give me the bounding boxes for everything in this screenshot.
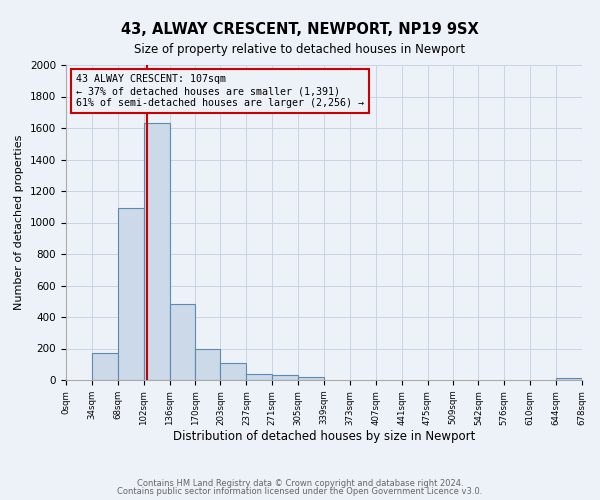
Bar [170,304,196,380]
Text: Size of property relative to detached houses in Newport: Size of property relative to detached ho… [134,42,466,56]
Bar [196,348,220,380]
Bar [556,378,582,380]
Bar [272,376,298,380]
Bar [220,364,247,380]
Bar [118,208,143,380]
Bar [298,377,324,380]
Text: 43 ALWAY CRESCENT: 107sqm
← 37% of detached houses are smaller (1,391)
61% of se: 43 ALWAY CRESCENT: 107sqm ← 37% of detac… [76,74,364,108]
Text: 43, ALWAY CRESCENT, NEWPORT, NP19 9SX: 43, ALWAY CRESCENT, NEWPORT, NP19 9SX [121,22,479,38]
X-axis label: Distribution of detached houses by size in Newport: Distribution of detached houses by size … [173,430,475,443]
Text: Contains HM Land Registry data © Crown copyright and database right 2024.: Contains HM Land Registry data © Crown c… [137,478,463,488]
Bar [92,353,118,380]
Y-axis label: Number of detached properties: Number of detached properties [14,135,25,310]
Bar [143,124,170,380]
Text: Contains public sector information licensed under the Open Government Licence v3: Contains public sector information licen… [118,487,482,496]
Bar [247,374,272,380]
